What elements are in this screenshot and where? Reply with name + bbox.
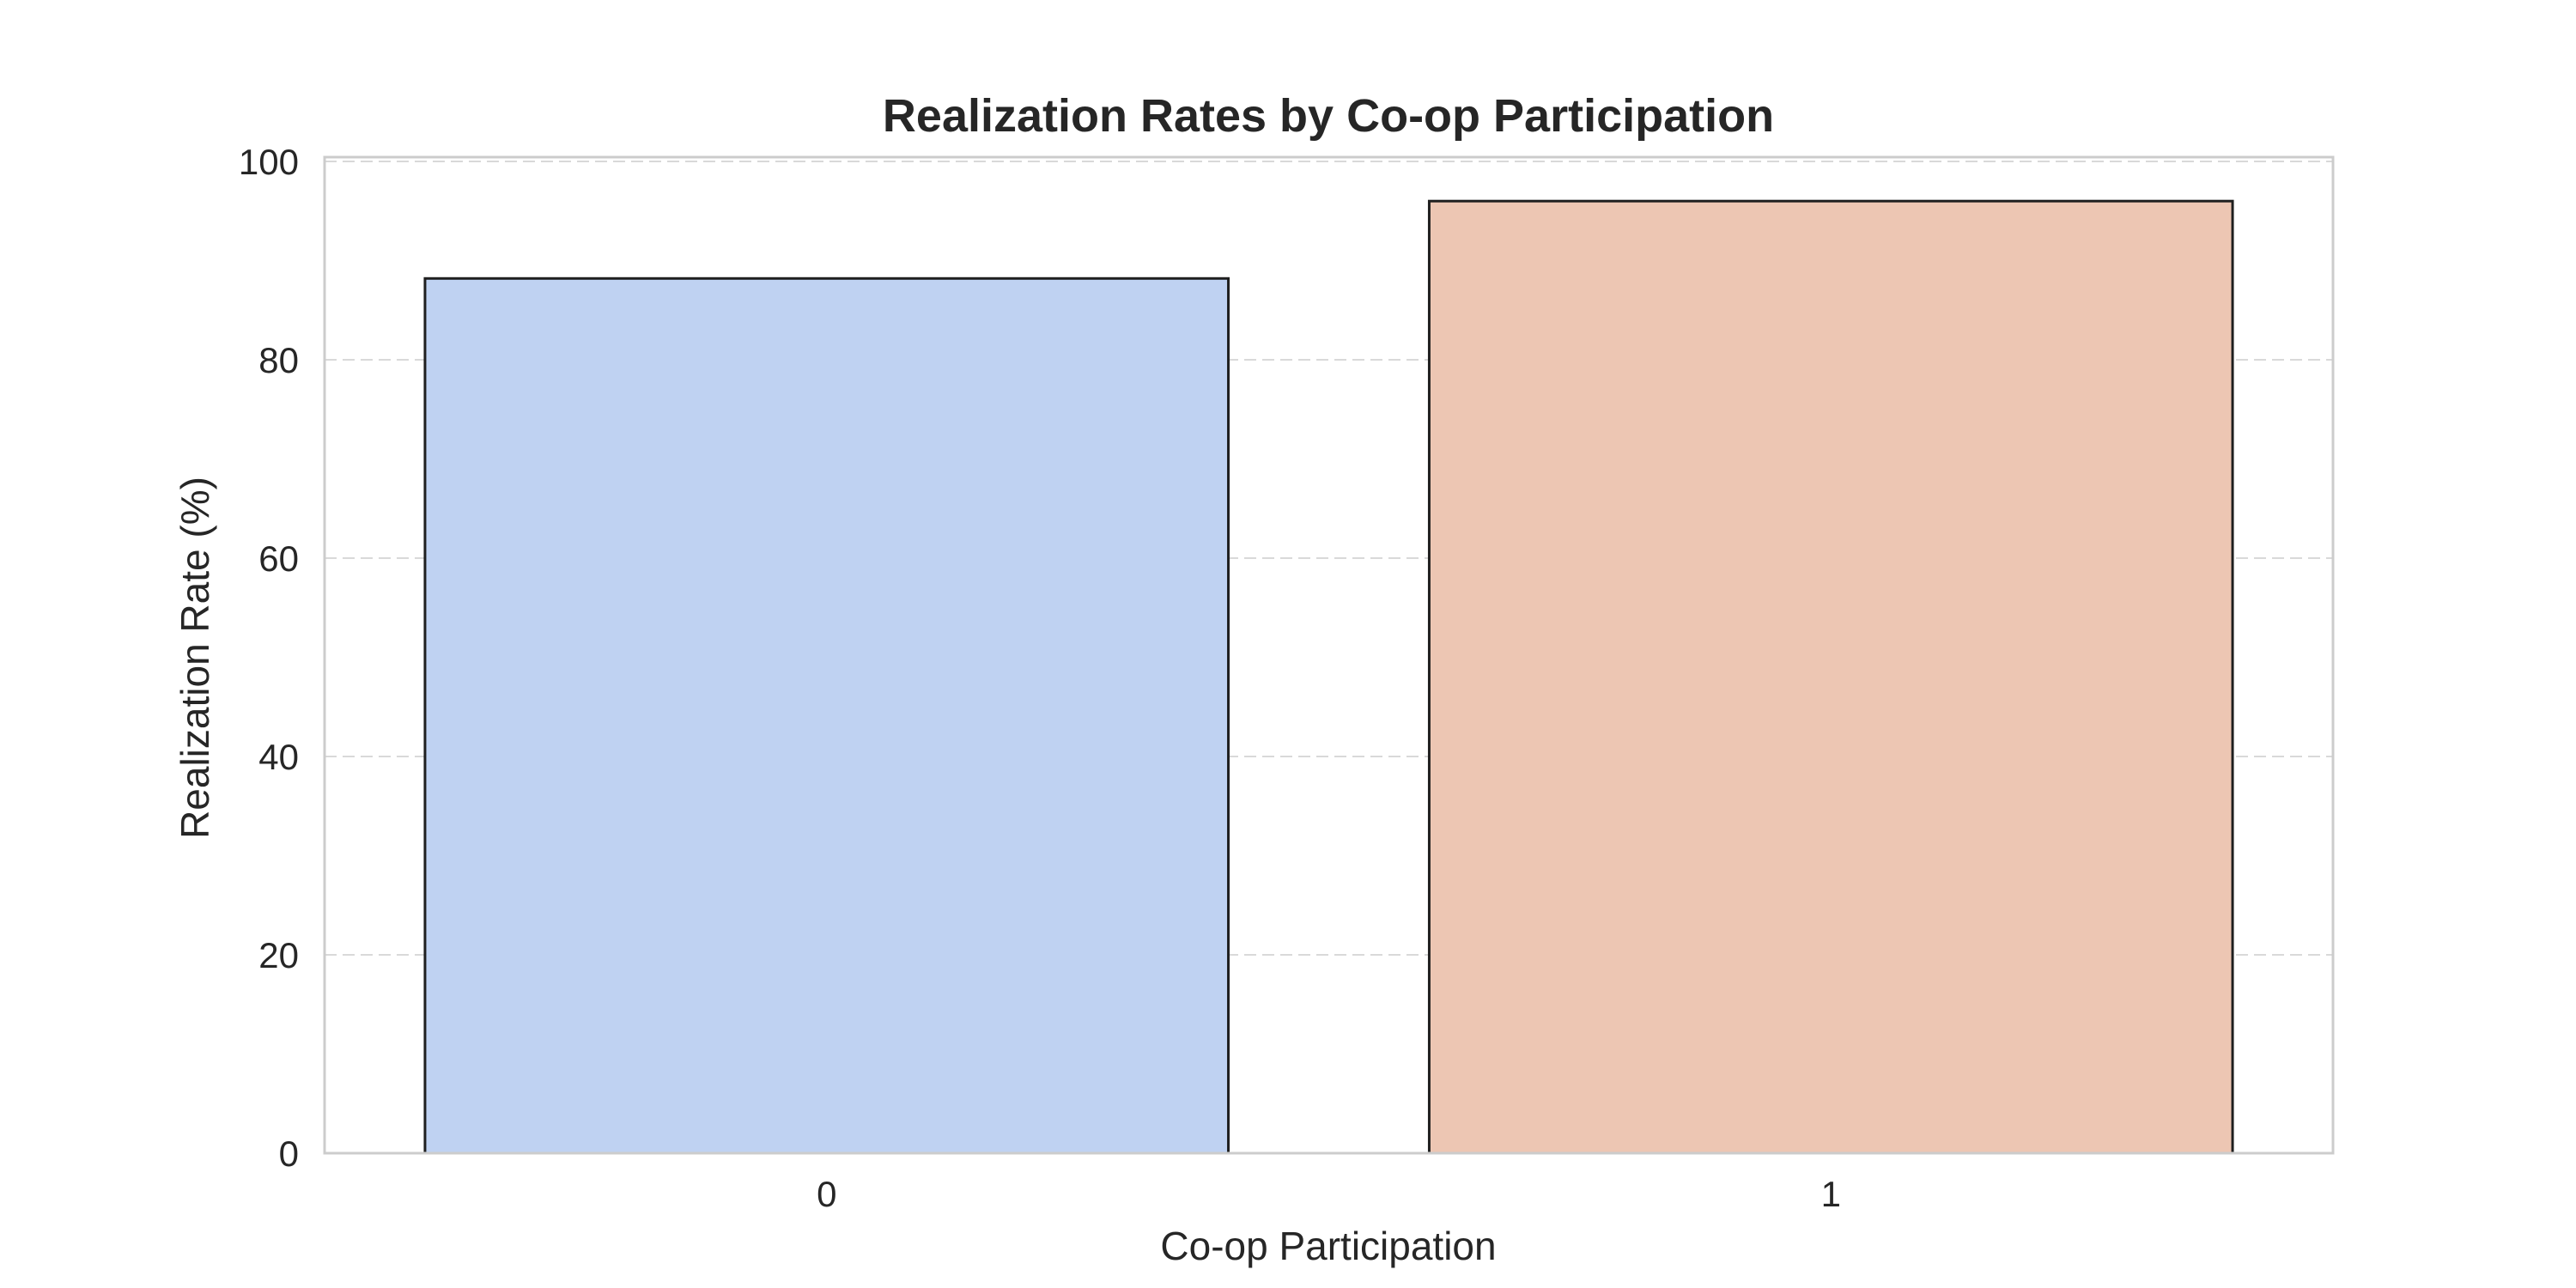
bar-0: [423, 276, 1230, 1155]
y-tick-label-40: 40: [258, 737, 299, 777]
x-axis-label: Co-op Participation: [1160, 1224, 1496, 1268]
y-tick-label-80: 80: [258, 340, 299, 380]
y-tick-label-100: 100: [239, 142, 299, 182]
bars: [423, 199, 2234, 1155]
y-tick-label-20: 20: [258, 935, 299, 975]
chart-title: Realization Rates by Co-op Participation: [883, 90, 1774, 142]
bar-1: [1427, 199, 2234, 1155]
y-tick-labels: 0 20 40 60 80 100: [239, 142, 299, 1174]
x-tick-label-1: 1: [1821, 1174, 1841, 1214]
x-tick-label-0: 0: [817, 1174, 836, 1214]
y-tick-label-0: 0: [279, 1133, 299, 1174]
y-axis-label: Realization Rate (%): [173, 477, 217, 839]
y-tick-label-60: 60: [258, 538, 299, 579]
plot-frame: [323, 155, 2335, 1155]
